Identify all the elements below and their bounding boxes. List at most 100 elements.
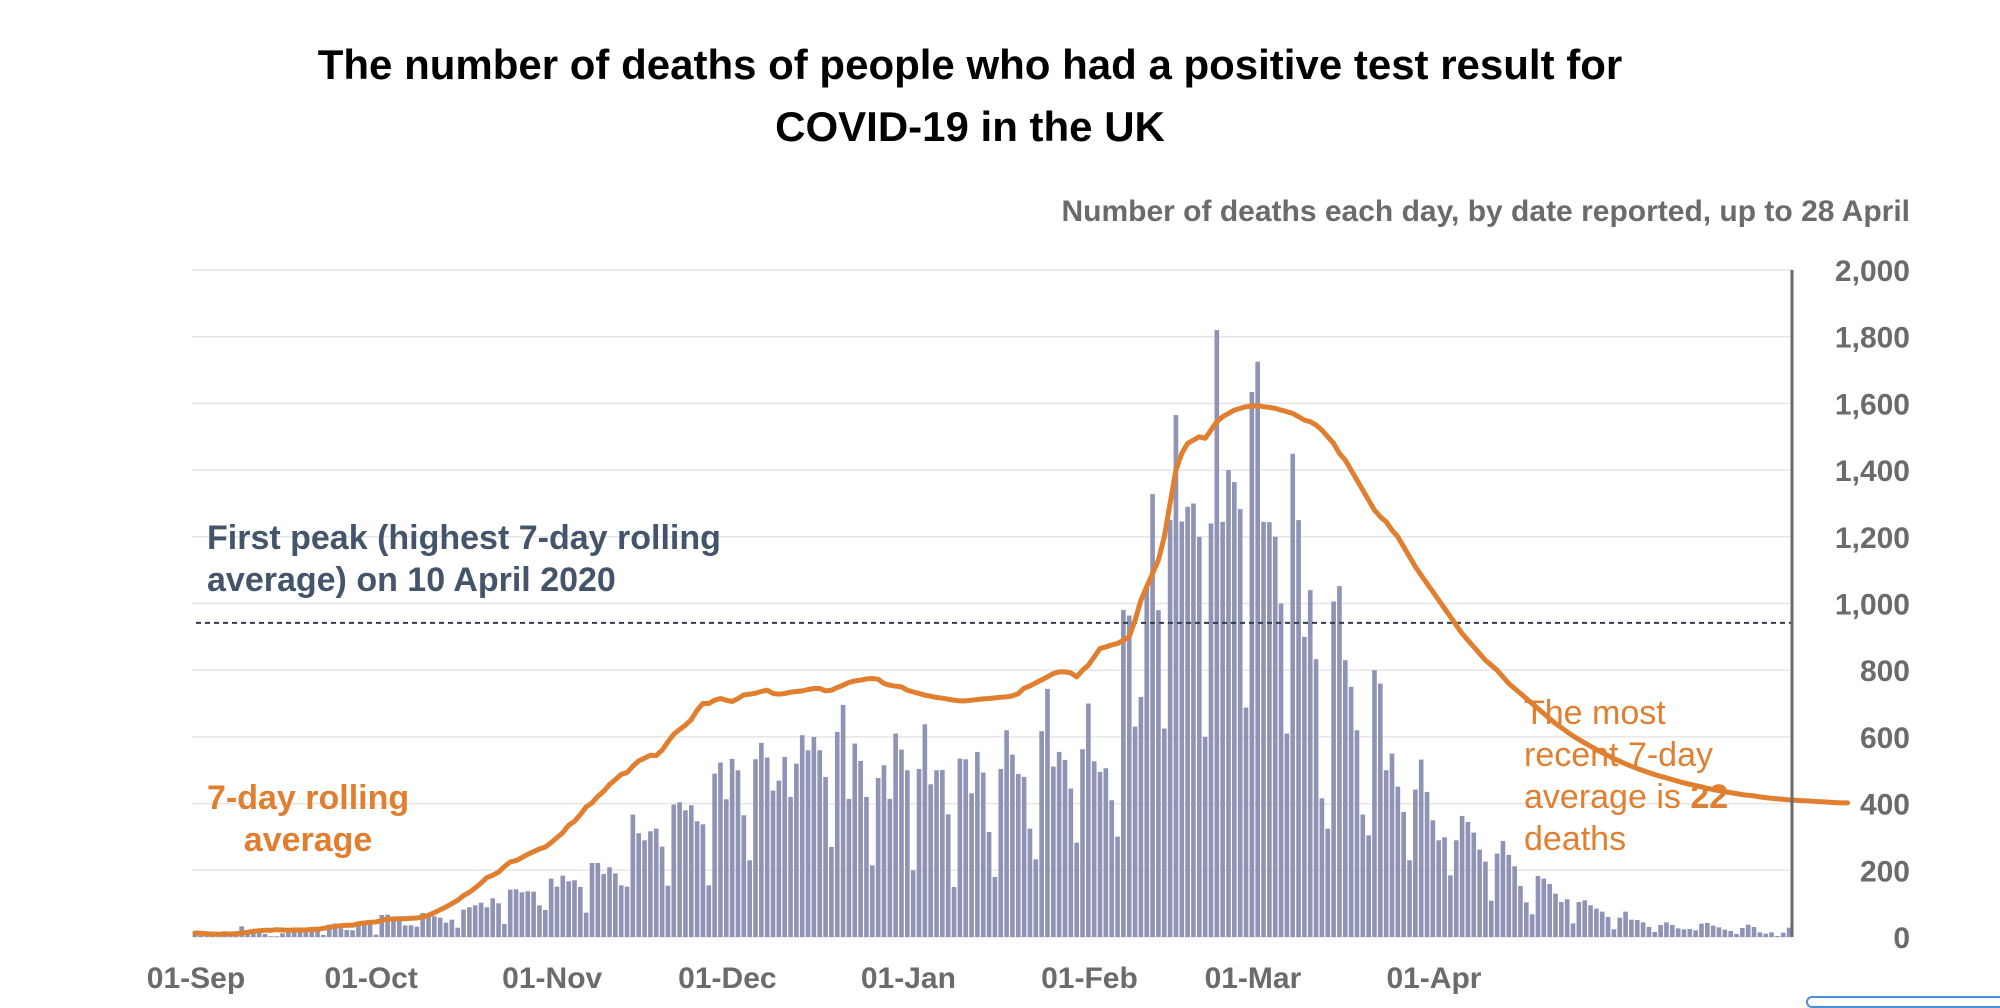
bar (1541, 878, 1547, 937)
bar (1424, 791, 1430, 937)
bar (1261, 521, 1266, 937)
y-tick-label: 200 (1860, 855, 1910, 888)
bar (1039, 731, 1044, 937)
bar (1255, 361, 1261, 937)
bar (881, 765, 887, 937)
bar (472, 905, 478, 937)
bar (1050, 766, 1056, 937)
bar (817, 750, 823, 937)
bar (595, 862, 601, 937)
bar (356, 925, 361, 937)
bar (957, 758, 963, 937)
bar (1430, 820, 1436, 937)
x-axis-ticks: 01-Sep 01-Oct 01-Nov 01-Dec 01-Jan 01-Feb 01-M… (147, 962, 1482, 995)
recent-annotation-prefix: average is (1524, 778, 1691, 816)
bar (1512, 866, 1517, 937)
bar (893, 733, 898, 937)
bar (332, 923, 338, 937)
rolling-average-label-line-1: 7-day rolling (207, 779, 410, 817)
bar (227, 935, 233, 937)
bar (992, 876, 998, 937)
recent-average-value: 22 (1690, 778, 1729, 816)
y-tick-label: 0 (1893, 922, 1910, 955)
bar (1342, 660, 1348, 937)
bar (1278, 603, 1284, 937)
bar (1068, 788, 1074, 937)
first-peak-annotation-line-2: average) on 10 April 2020 (207, 561, 616, 599)
bar (1459, 815, 1465, 937)
bar (677, 802, 682, 937)
bar (683, 810, 688, 937)
bar (548, 878, 554, 937)
bar (934, 770, 939, 937)
bar (1202, 736, 1208, 937)
bar (572, 880, 577, 937)
bar (1290, 453, 1296, 937)
bar (607, 867, 612, 937)
rolling-average-label-line-2: average (243, 821, 373, 859)
x-tick-label: 01-Jan (861, 962, 956, 995)
bar (1611, 929, 1617, 937)
bar (1126, 615, 1132, 937)
bar (1763, 933, 1769, 937)
y-tick-label: 800 (1860, 655, 1910, 688)
bar (630, 814, 636, 937)
bar (1564, 899, 1570, 937)
bar (1091, 761, 1097, 937)
bar (321, 934, 326, 937)
bar (361, 924, 367, 937)
bar (210, 936, 215, 937)
first-peak-annotation-line-1: First peak (highest 7-day rolling (207, 519, 721, 557)
bar (642, 840, 647, 937)
bar (1669, 924, 1675, 937)
bar (1523, 902, 1529, 937)
y-axis-ticks: 0 200 400 600 800 1,000 1,200 1,400 1,600 1,800 2,… (1835, 255, 1910, 955)
bar (1734, 933, 1739, 937)
bar (1775, 935, 1780, 937)
bar (1506, 854, 1512, 937)
bar (794, 763, 799, 937)
bar (1617, 917, 1623, 937)
rolling-average-line (192, 403, 1850, 937)
bar (1138, 696, 1144, 937)
bar (1103, 768, 1109, 937)
bar (391, 917, 396, 937)
bar (1325, 828, 1331, 937)
bar (1675, 928, 1681, 937)
bar (747, 860, 752, 937)
bar (1705, 922, 1710, 937)
bar (1699, 923, 1704, 937)
bar (280, 933, 285, 937)
bar (467, 907, 472, 937)
bar (1010, 754, 1015, 937)
bar (1629, 919, 1634, 937)
bar (1121, 609, 1126, 937)
bar (1307, 590, 1313, 937)
bar (969, 793, 974, 937)
bar (811, 736, 817, 937)
bar (1302, 636, 1307, 937)
bar (297, 929, 303, 937)
bar (1751, 926, 1757, 937)
bar (1056, 751, 1062, 937)
bar (735, 770, 741, 937)
bar (198, 935, 204, 937)
bar (688, 805, 694, 937)
recent-annotation-line-3: average is 22 (1524, 776, 1728, 818)
bar (1232, 482, 1237, 937)
bar (1687, 928, 1693, 937)
corner-button[interactable] (1806, 996, 2000, 1008)
bar (1185, 506, 1190, 937)
bar (1179, 521, 1185, 937)
bar (624, 886, 630, 937)
chart-title: The number of deaths of people who had a… (240, 34, 1700, 158)
bar (303, 928, 309, 937)
bar (583, 912, 589, 937)
bar (525, 891, 531, 937)
bar (782, 756, 788, 937)
bar (741, 815, 747, 937)
bar (1559, 901, 1564, 937)
bar (1623, 911, 1628, 937)
bar (648, 831, 653, 937)
bar (1045, 688, 1050, 937)
